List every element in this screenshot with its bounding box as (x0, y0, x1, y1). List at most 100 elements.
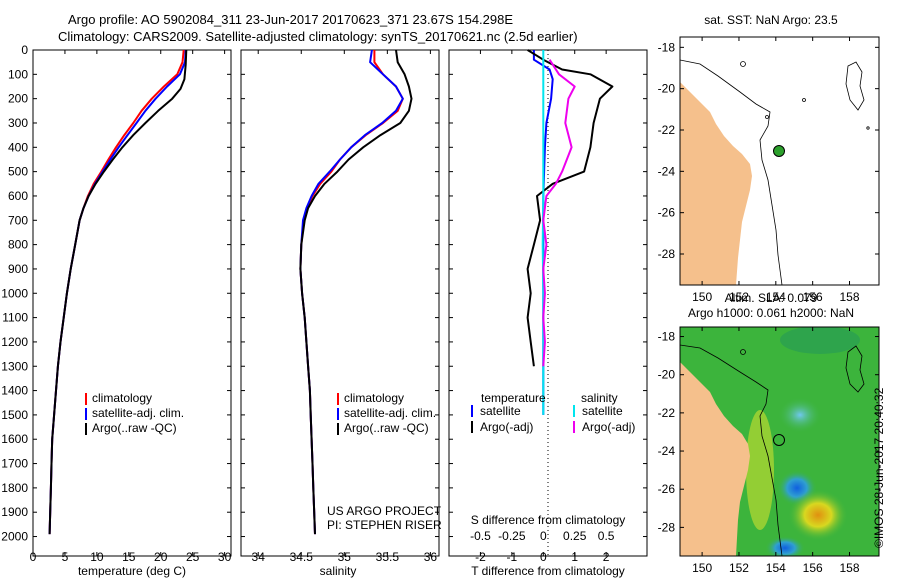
salinity-axis-ticks: 34 34.5 35 35.5 36 (252, 50, 437, 564)
legend-header-salinity: salinity (581, 391, 618, 405)
legend-label-s-argo: Argo(-adj) (582, 420, 635, 434)
x-tick-label: 35 (338, 550, 352, 564)
series-line-argo-adj (542, 59, 576, 367)
sla-map: Altim. SLA: 0.079 Argo h1000: 0.061 h200… (658, 291, 880, 575)
legend-label-climatology: climatology (92, 391, 152, 405)
x-tick-label: 10 (90, 550, 104, 564)
lat-tick-label: -18 (658, 330, 676, 344)
depth-tick-label: 1400 (1, 384, 28, 398)
sla-low-anomaly (765, 536, 805, 556)
depth-tick-label: 200 (8, 92, 28, 106)
s-tick-label: -0.5 (470, 529, 491, 543)
sla-high-band (746, 410, 774, 530)
lat-tick-label: -26 (658, 482, 676, 496)
climatology-title: Climatology: CARS2009. Satellite-adjuste… (58, 29, 578, 44)
series-line-argo-raw-qc (48, 49, 188, 535)
series-line-satellite (541, 50, 545, 415)
s-tick-label: 0.5 (598, 529, 615, 543)
salinity-panel: 34 34.5 35 35.5 36 salinity climatology sate… (240, 49, 442, 578)
legend-label-t-satellite: satellite (480, 404, 521, 418)
depth-tick-label: 300 (8, 116, 28, 130)
temperature-series (48, 49, 188, 535)
argo-float-marker (773, 434, 785, 446)
legend-label-satellite: satellite-adj. clim. (92, 406, 184, 420)
s-tick-label: 0 (540, 529, 547, 543)
profile-title: Argo profile: AO 5902084_311 23-Jun-2017… (68, 12, 514, 27)
temperature-panel: 0100200300400500600700800900100011001200… (1, 43, 231, 578)
legend-header-temperature: temperature (481, 391, 546, 405)
x-tick-label: -2 (475, 550, 486, 564)
lat-tick-label: -28 (658, 520, 676, 534)
legend-label-satellite: satellite-adj. clim. (344, 406, 436, 420)
project-note: US ARGO PROJECT (327, 504, 442, 518)
s-tick-label: 0.25 (563, 529, 587, 543)
lon-tick-label: 158 (840, 290, 860, 304)
series-line-climatology (299, 50, 404, 535)
depth-tick-label: 1500 (1, 408, 28, 422)
x-tick-label: 15 (122, 550, 136, 564)
lat-tick-label: -22 (658, 123, 676, 137)
lon-tick-label: 154 (766, 561, 786, 575)
sla-band (780, 327, 860, 354)
series-line-climatology (48, 49, 185, 535)
legend-label-s-satellite: satellite (582, 404, 623, 418)
sst-map-frame (679, 36, 880, 286)
s-difference-label: S difference from climatology (471, 513, 626, 527)
series-line-argo-raw-qc (299, 49, 413, 535)
x-tick-label: 30 (218, 550, 232, 564)
lat-tick-label: -28 (658, 247, 676, 261)
salinity-legend: climatology satellite-adj. clim. Argo(..… (337, 391, 436, 435)
reef-contour (845, 345, 865, 393)
depth-contour (680, 344, 783, 556)
sla-map-title-1: Altim. SLA: 0.079 (725, 291, 818, 305)
depth-tick-label: 1000 (1, 286, 28, 300)
s-difference-tick-labels: -0.5 -0.25 0 0.25 0.5 (470, 529, 615, 543)
sst-map-ticks: 150 152 154 156 158 -18 -20 -22 -24 -26 -28 (658, 37, 879, 304)
coastline-land (680, 362, 750, 556)
legend-label-climatology: climatology (344, 391, 404, 405)
sla-map-ticks: 150 152 154 156 158 -18 -20 -22 -24 -26 -28 (658, 327, 879, 575)
sla-low-anomaly (778, 397, 822, 433)
lon-tick-label: 152 (729, 561, 749, 575)
depth-tick-label: 1600 (1, 432, 28, 446)
depth-tick-label: 2000 (1, 530, 28, 544)
depth-tick-label: 100 (8, 67, 28, 81)
depth-tick-label: 700 (8, 213, 28, 227)
depth-tick-label: 600 (8, 189, 28, 203)
depth-tick-label: 900 (8, 262, 28, 276)
salinity-series (299, 49, 413, 535)
island-contour (802, 98, 806, 102)
sla-high-anomaly (788, 489, 848, 541)
island-contour (740, 61, 746, 67)
island-contour (866, 126, 870, 130)
pi-note: PI: STEPHEN RISER (327, 518, 442, 532)
depth-tick-label: 1700 (1, 457, 28, 471)
reef-contour (845, 61, 865, 111)
depth-tick-label: 1100 (2, 311, 28, 325)
difference-legend: temperature salinity satellite Argo(-adj… (471, 391, 635, 434)
temperature-legend: climatology satellite-adj. clim. Argo(..… (85, 391, 184, 435)
legend-label-argo: Argo(..raw -QC) (92, 421, 177, 435)
depth-tick-label: 0 (21, 43, 28, 57)
depth-tick-label: 1200 (1, 335, 28, 349)
series-line-argo-adj (526, 49, 614, 367)
lon-tick-label: 156 (803, 290, 823, 304)
depth-tick-label: 400 (8, 140, 28, 154)
temperature-axis-label: temperature (deg C) (78, 564, 186, 578)
s-tick-label: -0.25 (498, 529, 526, 543)
lon-tick-label: 154 (766, 290, 786, 304)
legend-label-t-argo: Argo(-adj) (480, 420, 533, 434)
lon-tick-label: 150 (692, 561, 712, 575)
imos-timestamp: ©IMOS 28-Jun-2017 20:40:32 (872, 387, 886, 548)
salinity-depth-ticks (241, 49, 439, 538)
series-line-satellite-adj-clim (48, 49, 187, 535)
depth-axis-ticks: 0 100 200 300 400 500 600 700 800 900 1000 1100 1200… (1, 43, 231, 544)
x-tick-label: 0 (540, 550, 547, 564)
x-tick-label: 35.5 (376, 550, 400, 564)
difference-series (526, 49, 614, 415)
difference-panel: -2 -1 0 1 2 temperature salinity satellite A… (448, 49, 648, 578)
x-tick-label: 1 (571, 550, 578, 564)
depth-tick-label: 1300 (1, 359, 28, 373)
lat-tick-label: -20 (658, 82, 676, 96)
lat-tick-label: -24 (658, 164, 676, 178)
